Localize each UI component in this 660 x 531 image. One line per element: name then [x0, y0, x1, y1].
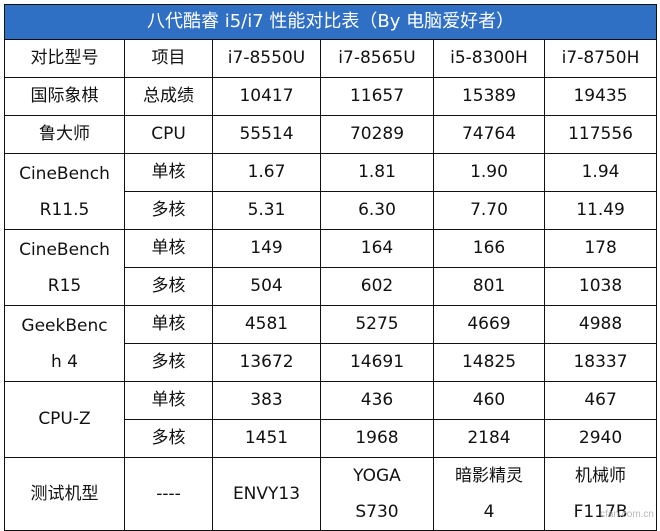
- item-cell: CPU: [124, 115, 213, 154]
- item-cell: 多核: [124, 191, 213, 230]
- value-cell: 7.70: [433, 191, 545, 230]
- value-cell: 166: [433, 229, 545, 268]
- value-cell: 13672: [212, 343, 321, 382]
- value-cell: 11.49: [543, 191, 658, 230]
- value-cell: 19435: [543, 77, 658, 116]
- table-row: CPU-Z 单核 383 436 460 467: [4, 381, 658, 458]
- group-line: GeekBenc: [21, 315, 108, 336]
- group-cell: CPU-Z: [4, 381, 125, 458]
- item-cell: 多核: [124, 267, 213, 306]
- item-cell: 多核: [124, 343, 213, 382]
- table-row: CineBench R15 单核 149 164 166 178: [4, 229, 658, 306]
- machine-line: 4: [483, 502, 495, 522]
- table-row: 国际象棋 总成绩 10417 11657 15389 19435: [4, 77, 658, 116]
- group-cell: CineBench R15: [4, 229, 125, 306]
- value-cell: 436: [320, 381, 434, 420]
- item-cell: 单核: [124, 381, 213, 420]
- group-line: CineBench: [19, 239, 110, 260]
- machine-line: 机械师: [575, 466, 627, 486]
- table-row: 多核 1451 1968 2184 2940: [5, 419, 658, 458]
- group-cell: 鲁大师: [4, 115, 125, 154]
- cpu-comparison-table: 八代酷睿 i5/i7 性能对比表（By 电脑爱好者） 对比型号 项目 i7-85…: [3, 4, 658, 531]
- table-row: CineBench R11.5 单核 1.67 1.81 1.90 1.94: [4, 153, 658, 230]
- value-cell: 11657: [320, 77, 434, 116]
- item-cell: 总成绩: [124, 77, 213, 116]
- header-row: 对比型号 项目 i7-8550U i7-8565U i5-8300H i7-87…: [4, 39, 658, 78]
- value-cell: 4581: [212, 305, 321, 344]
- value-cell: 602: [320, 267, 434, 306]
- table-row: GeekBenc h 4 单核 4581 5275 4669 4988: [4, 305, 658, 382]
- machine-line: YOGA: [353, 466, 401, 486]
- header-cell: 对比型号: [4, 39, 125, 78]
- machine-cell: YOGA S730: [320, 457, 434, 531]
- group-line: h 4: [51, 351, 78, 372]
- value-cell: 164: [320, 229, 434, 268]
- machine-line: F117B: [573, 502, 628, 522]
- value-cell: 2940: [543, 419, 658, 458]
- value-cell: 5275: [320, 305, 434, 344]
- table-row: 多核 504 602 801 1038: [5, 267, 658, 306]
- value-cell: 1968: [320, 419, 434, 458]
- value-cell: 1451: [212, 419, 321, 458]
- title-row: 八代酷睿 i5/i7 性能对比表（By 电脑爱好者）: [3, 4, 658, 40]
- value-cell: 15389: [433, 77, 545, 116]
- value-cell: 460: [433, 381, 545, 420]
- item-cell: 单核: [124, 305, 213, 344]
- value-cell: 178: [543, 229, 658, 268]
- header-cell: i7-8750H: [543, 39, 658, 78]
- header-cell: i7-8550U: [212, 39, 321, 78]
- group-line: CineBench: [19, 163, 110, 184]
- machine-cell: ENVY13: [212, 457, 321, 531]
- value-cell: 4669: [433, 305, 545, 344]
- group-cell: CineBench R11.5: [4, 153, 125, 230]
- value-cell: 504: [212, 267, 321, 306]
- item-cell: 单核: [124, 153, 213, 192]
- machine-cell: 机械师 F117B: [543, 457, 658, 531]
- value-cell: 383: [212, 381, 321, 420]
- group-line: R11.5: [39, 199, 90, 220]
- value-cell: 117556: [543, 115, 658, 154]
- header-cell: 项目: [124, 39, 213, 78]
- value-cell: 1.90: [433, 153, 545, 192]
- item-cell: ----: [124, 457, 213, 531]
- value-cell: 1.94: [543, 153, 658, 192]
- group-cell: 测试机型: [4, 457, 125, 531]
- value-cell: 1.67: [212, 153, 321, 192]
- machine-cell: 暗影精灵 4: [433, 457, 545, 531]
- value-cell: 5.31: [212, 191, 321, 230]
- group-cell: GeekBenc h 4: [4, 305, 125, 382]
- table-row: 多核 13672 14691 14825 18337: [5, 343, 658, 382]
- value-cell: 1038: [543, 267, 658, 306]
- machine-row: 测试机型 ---- ENVY13 YOGA S730 暗影精灵 4 机械师 F117B: [4, 457, 658, 531]
- value-cell: 2184: [433, 419, 545, 458]
- value-cell: 149: [212, 229, 321, 268]
- header-cell: i5-8300H: [433, 39, 545, 78]
- item-cell: 单核: [124, 229, 213, 268]
- watermark: cfan.com.cn: [600, 509, 654, 520]
- table-row: 鲁大师 CPU 55514 70289 74764 117556: [4, 115, 658, 154]
- value-cell: 467: [543, 381, 658, 420]
- table-row: 多核 5.31 6.30 7.70 11.49: [5, 191, 658, 230]
- value-cell: 14825: [433, 343, 545, 382]
- value-cell: 55514: [212, 115, 321, 154]
- machine-line: S730: [355, 502, 399, 522]
- group-line: R15: [47, 275, 82, 296]
- value-cell: 14691: [320, 343, 434, 382]
- value-cell: 6.30: [320, 191, 434, 230]
- value-cell: 70289: [320, 115, 434, 154]
- value-cell: 1.81: [320, 153, 434, 192]
- value-cell: 74764: [433, 115, 545, 154]
- table-title: 八代酷睿 i5/i7 性能对比表（By 电脑爱好者）: [3, 4, 658, 40]
- value-cell: 801: [433, 267, 545, 306]
- value-cell: 18337: [543, 343, 658, 382]
- value-cell: 4988: [543, 305, 658, 344]
- machine-line: 暗影精灵: [455, 466, 523, 486]
- value-cell: 10417: [212, 77, 321, 116]
- header-cell: i7-8565U: [320, 39, 434, 78]
- group-cell: 国际象棋: [4, 77, 125, 116]
- item-cell: 多核: [124, 419, 213, 458]
